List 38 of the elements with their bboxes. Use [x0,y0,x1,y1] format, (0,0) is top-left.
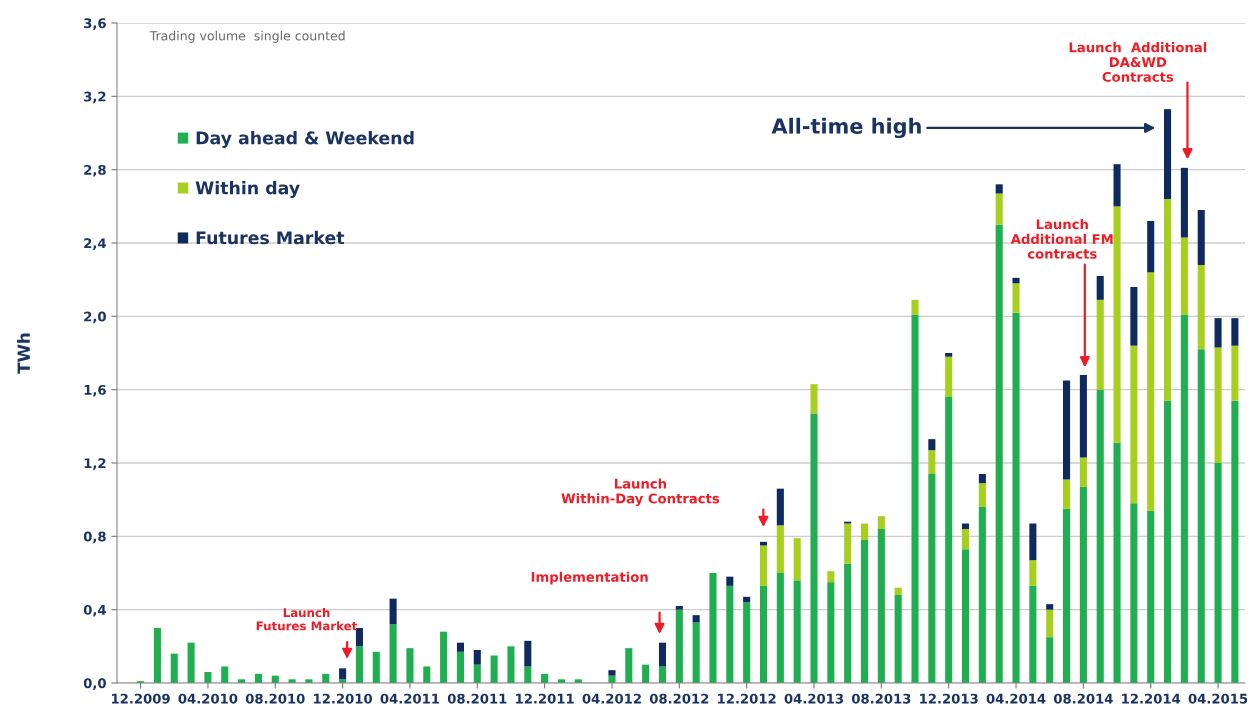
y-tick-label: 2,4 [84,238,106,250]
y-tick-label: 0,0 [83,678,106,690]
x-tick-label: 04.2014 [986,693,1046,704]
y-tick-label: 1,6 [84,384,106,397]
legend-label: Day ahead & Weekend [196,131,414,148]
x-tick-label: 04.2013 [784,693,843,704]
y-tick-label: 0,8 [83,531,106,544]
annotation: Launch Futures Market [256,607,358,631]
legend-label: Futures Market [196,230,345,245]
legend-label: Within day [195,180,300,198]
annotation: Launch Additional FM contracts [1010,218,1113,259]
x-tick-label: 04.2010 [178,693,238,704]
x-tick-label: 12.2012 [718,693,776,704]
x-tick-label: 12.2009 [112,693,170,704]
x-tick-label: 08.2011 [447,693,507,704]
y-tick-label: 1,2 [84,458,106,470]
x-tick-label: 12.2011 [516,693,574,704]
x-tick-label: 12.2014 [1122,693,1181,704]
x-tick-label: 08.2014 [1053,693,1113,704]
annotation: Trading volume single counted [149,30,345,43]
x-tick-label: 08.2013 [851,693,911,704]
x-tick-label: 04.2012 [582,693,641,704]
x-tick-label: 12.2010 [314,693,373,704]
annotation: Implementation [531,571,648,585]
annotation: Launch Additional DA&WD Contracts [1069,42,1207,82]
x-tick-label: 08.2012 [649,693,709,704]
y-tick-label: 3,2 [84,91,106,104]
y-tick-label: 2,8 [84,164,106,177]
annotation: All-time high [771,117,921,139]
annotation: Launch Within-Day Contracts [561,478,720,507]
y-tick-label: 0,4 [83,604,106,617]
x-tick-label: 04.2015 [1188,693,1248,704]
y-tick-label: 2,0 [84,311,106,324]
x-tick-label: 04.2011 [380,693,440,704]
y-tick-label: 3,6 [84,18,106,30]
x-tick-label: 12.2013 [920,693,978,704]
y-axis-title: TWh [17,333,30,374]
x-tick-label: 08.2010 [245,693,305,704]
